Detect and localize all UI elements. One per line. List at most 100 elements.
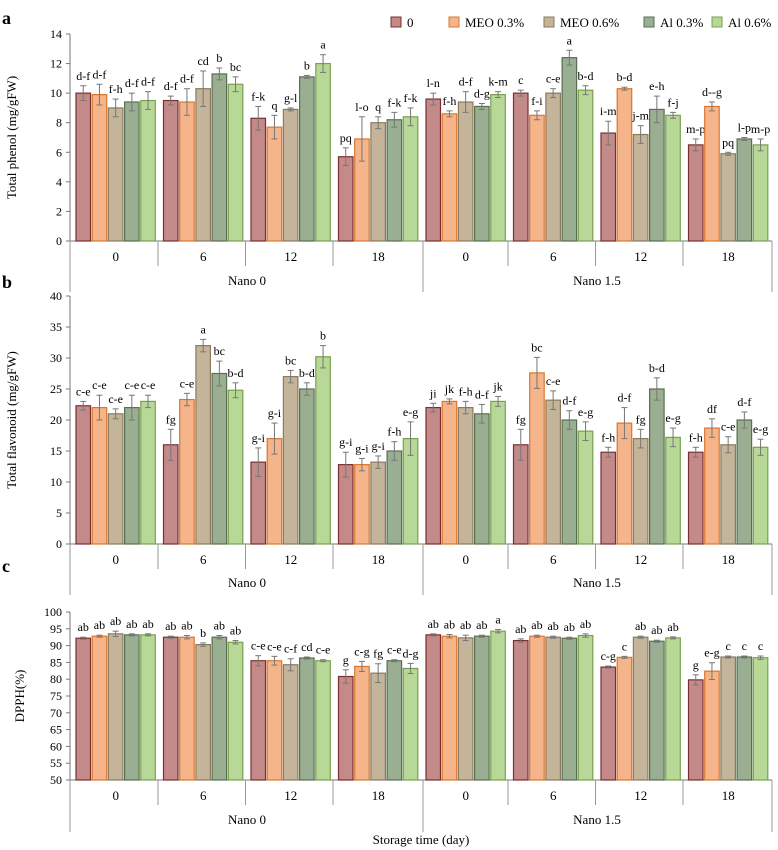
- panel-label: b: [2, 272, 12, 292]
- significance-letter: c-f: [284, 642, 297, 656]
- significance-letter: f-k: [251, 89, 265, 103]
- significance-letter: fg: [516, 412, 526, 426]
- bar-nano0-day6-s5: [227, 641, 244, 781]
- bar-nano0-day18-s3: [370, 122, 386, 242]
- y-tick-label: 10: [50, 475, 62, 489]
- y-tick-label: 8: [56, 116, 62, 130]
- bar-nano0-day0-s5: [140, 634, 156, 781]
- bar-nano0-day0-s4: [123, 634, 140, 781]
- legend-swatch-2: [448, 16, 460, 28]
- significance-letter: ab: [444, 618, 455, 632]
- significance-letter: l-o: [355, 100, 368, 114]
- y-tick-label: 15: [50, 444, 62, 458]
- x-category-label: 18: [722, 788, 735, 803]
- bar-nano1.5-day6-s2: [529, 635, 545, 781]
- bar-nano0-day12-s1: [250, 117, 267, 242]
- significance-letter: c: [622, 639, 627, 653]
- significance-letter: d-g: [474, 86, 490, 100]
- y-tick-label: 20: [50, 413, 62, 427]
- bar-nano0-day18-s3: [370, 461, 386, 545]
- significance-letter: pq: [722, 135, 734, 149]
- bar-nano1.5-day0-s2: [441, 113, 458, 242]
- significance-letter: e-g: [578, 405, 593, 419]
- significance-letter: e-g: [704, 646, 719, 660]
- x-category-label: 0: [113, 788, 120, 803]
- bar-nano0-day6-s5: [227, 83, 244, 242]
- legend-label-5: Al 0.6%: [728, 15, 772, 30]
- x-category-label: 0: [113, 249, 120, 264]
- y-tick-label: 80: [50, 672, 62, 686]
- significance-letter: bc: [285, 353, 296, 367]
- bar-nano1.5-day6-s3: [545, 399, 562, 545]
- x-category-label: 18: [722, 249, 735, 264]
- bar-nano0-day12-s2: [266, 126, 283, 242]
- bar-nano0-day12-s4: [299, 388, 315, 545]
- legend-label-3: MEO 0.6%: [560, 15, 619, 30]
- significance-letter: b: [320, 329, 326, 343]
- bar-nano0-day12-s1: [250, 660, 267, 781]
- bar-nano0-day0-s3: [107, 107, 124, 242]
- significance-letter: f-h: [109, 82, 123, 96]
- bar-nano0-day18-s1: [337, 156, 354, 242]
- significance-letter: b: [216, 51, 222, 65]
- panel-label: a: [2, 8, 11, 28]
- bar-nano1.5-day6-s4: [561, 57, 578, 242]
- x-category-label: 6: [200, 552, 207, 567]
- bar-nano0-day18-s2: [354, 665, 370, 781]
- significance-letter: d-f: [180, 72, 194, 86]
- significance-letter: d-f: [459, 75, 473, 89]
- bar-nano1.5-day18-s5: [752, 446, 769, 545]
- bar-nano1.5-day6-s4: [561, 637, 578, 781]
- bar-nano1.5-day0-s3: [457, 407, 474, 545]
- bar-nano1.5-day12-s2: [616, 422, 633, 545]
- significance-letter: b: [200, 626, 206, 640]
- significance-letter: ab: [651, 623, 662, 637]
- bar-nano1.5-day6-s3: [545, 636, 562, 781]
- bar-nano0-day18-s4: [386, 660, 403, 781]
- significance-letter: d-f: [562, 394, 576, 408]
- significance-letter: c-e: [76, 384, 91, 398]
- significance-letter: c: [742, 639, 747, 653]
- panel-b-total-flavonoid: b 0 5 10 15 20 25 30 35 40 Total flavonoid (mg/gFW…: [2, 272, 773, 595]
- bar-nano0-day0-s1: [75, 92, 92, 242]
- significance-letter: l-n: [427, 76, 440, 90]
- x-category-label: 0: [463, 249, 470, 264]
- significance-letter: d-f: [475, 388, 489, 402]
- significance-letter: e-g: [403, 405, 418, 419]
- legend-swatch-1: [390, 16, 402, 28]
- x-category-label: 12: [284, 788, 297, 803]
- bar-nano0-day18-s5: [402, 667, 419, 781]
- significance-letter: k-m: [488, 75, 508, 89]
- significance-letter: c-e: [108, 392, 123, 406]
- bar-nano1.5-day6-s4: [561, 419, 578, 545]
- legend-label-4: Al 0.3%: [660, 15, 704, 30]
- significance-letter: q: [271, 98, 277, 112]
- bar-nano1.5-day18-s4: [736, 419, 753, 545]
- significance-letter: ab: [181, 619, 192, 633]
- x-group-label: Nano 1.5: [573, 812, 621, 827]
- bar-nano1.5-day18-s1: [687, 679, 704, 781]
- bar-nano1.5-day12-s4: [648, 388, 665, 545]
- bar-nano1.5-day6-s5: [577, 634, 594, 781]
- y-tick-label: 100: [44, 605, 62, 619]
- y-axis-label: DPPH(%): [12, 670, 27, 723]
- significance-letter: cd: [301, 640, 312, 654]
- significance-letter: g-i: [339, 435, 353, 449]
- significance-letter: d-f: [125, 76, 139, 90]
- bar-nano0-day0-s2: [91, 407, 108, 545]
- significance-letter: g-i: [268, 406, 282, 420]
- bar-nano1.5-day6-s3: [545, 92, 562, 242]
- bar-nano0-day12-s4: [299, 657, 315, 781]
- significance-letter: a: [567, 33, 573, 47]
- significance-letter: bc: [531, 340, 542, 354]
- significance-letter: c-e: [721, 420, 736, 434]
- significance-letter: a: [200, 322, 206, 336]
- bar-nano1.5-day18-s3: [720, 656, 737, 781]
- bar-nano1.5-day18-s5: [752, 657, 769, 781]
- bar-nano0-day6-s1: [162, 636, 179, 781]
- x-category-label: 18: [372, 788, 385, 803]
- bar-nano1.5-day12-s2: [616, 656, 633, 781]
- bar-nano0-day18-s5: [402, 116, 419, 242]
- legend-label-1: 0: [407, 15, 414, 30]
